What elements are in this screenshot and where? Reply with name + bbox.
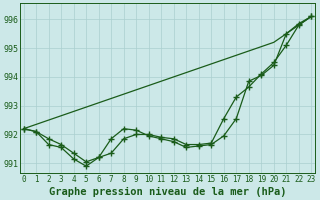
X-axis label: Graphe pression niveau de la mer (hPa): Graphe pression niveau de la mer (hPa) — [49, 186, 286, 197]
